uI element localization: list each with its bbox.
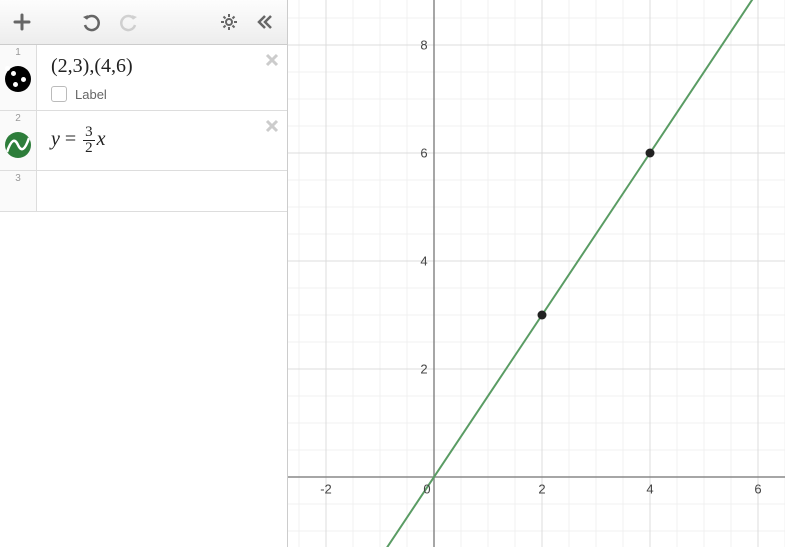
y-axis-tick-label: 6 [420,146,427,161]
x-axis-tick-label: 0 [423,482,430,497]
undo-button[interactable] [76,6,108,38]
gear-icon [219,12,239,32]
row-body[interactable] [37,171,287,211]
label-toggle-row: Label [51,86,275,102]
delete-row-button[interactable] [263,117,281,140]
x-axis-tick-label: 2 [538,482,545,497]
redo-button[interactable] [112,6,144,38]
collapse-sidebar-button[interactable] [249,6,281,38]
graph-canvas[interactable]: -2 0 2 4 6 2 4 6 8 [288,0,785,547]
row-index-col: 3 [0,171,37,211]
chevron-left-double-icon [256,13,274,31]
close-icon [263,117,281,135]
expression-sidebar: 1 (2,3),(4,6) Label 2 [0,0,288,547]
expression-list: 1 (2,3),(4,6) Label 2 [0,45,287,547]
row-body: (2,3),(4,6) Label [37,45,287,110]
row-index-col: 1 [0,45,37,110]
points-icon[interactable] [5,66,31,92]
redo-icon [117,11,139,33]
toolbar [0,0,287,45]
delete-row-button[interactable] [263,51,281,74]
expression-row[interactable]: 1 (2,3),(4,6) Label [0,45,287,111]
expression-text[interactable]: (2,3),(4,6) [51,55,275,78]
y-axis-tick-label: 4 [420,254,427,269]
x-axis-tick-label: 4 [646,482,653,497]
x-axis-tick-label: 6 [754,482,761,497]
row-body: y = 32x [37,111,287,170]
label-text: Label [75,87,107,102]
y-axis-tick-label: 2 [420,362,427,377]
label-checkbox[interactable] [51,86,67,102]
y-axis-tick-label: 8 [420,38,427,53]
expression-row-empty[interactable]: 3 [0,171,287,212]
plus-icon [12,12,32,32]
function-icon[interactable] [5,132,31,158]
row-number: 1 [15,47,21,58]
row-index-col: 2 [0,111,37,170]
expression-text[interactable]: y = 32x [51,125,275,156]
expression-row[interactable]: 2 y = 32x [0,111,287,171]
undo-icon [81,11,103,33]
close-icon [263,51,281,69]
row-number: 2 [15,113,21,124]
graph-svg [288,0,785,547]
row-number: 3 [15,173,21,184]
add-expression-button[interactable] [6,6,38,38]
settings-button[interactable] [213,6,245,38]
x-axis-tick-label: -2 [320,482,332,497]
